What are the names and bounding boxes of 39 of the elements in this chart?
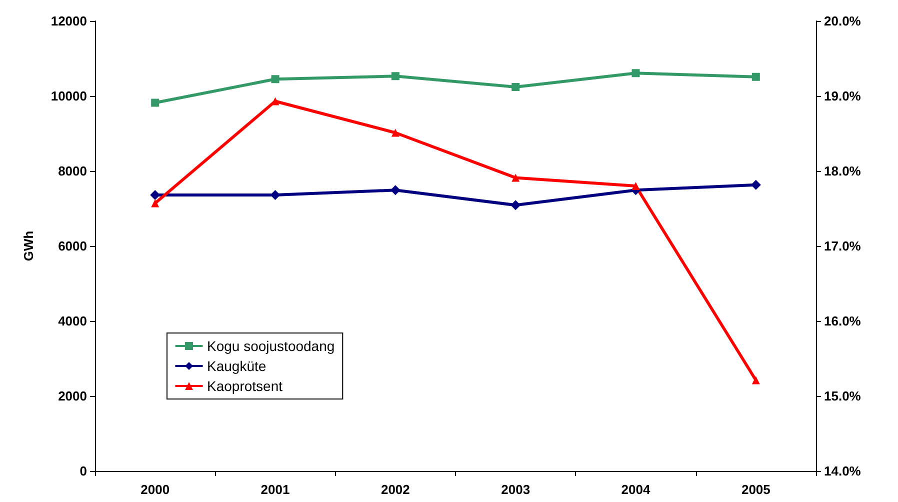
point (632, 182, 640, 190)
legend-label: Kaugküte (207, 358, 266, 374)
y-axis-title: GWh (21, 230, 36, 262)
y2-tick-label: 16.0% (824, 314, 862, 328)
y-tick-label: 6000 (58, 238, 87, 254)
y2-tick-label: 14.0% (824, 464, 862, 478)
x-tick-label: 2005 (741, 482, 770, 497)
point (752, 376, 760, 384)
x-tick-label: 2002 (380, 482, 410, 497)
y-tick-label: 2000 (58, 388, 87, 404)
y-tick-label: 0 (80, 464, 87, 478)
y-tick-label: 12000 (50, 14, 87, 28)
point (391, 72, 400, 80)
y2-tick-label: 18.0% (824, 164, 862, 178)
x-tick-label: 2004 (621, 482, 651, 497)
point (510, 200, 521, 210)
point (151, 199, 160, 208)
y2-tick-label: 19.0% (824, 88, 862, 104)
y2-tick-label: 20.0% (824, 14, 862, 28)
point (512, 174, 520, 182)
point (750, 180, 761, 190)
point (512, 83, 520, 91)
point (151, 98, 160, 107)
point (752, 72, 760, 81)
point (391, 128, 400, 137)
point (270, 190, 280, 200)
y2-tick-label: 15.0% (824, 388, 862, 404)
x-tick-label: 2000 (140, 482, 170, 497)
y-tick-label: 4000 (58, 314, 87, 328)
y2-tick-label: 17.0% (824, 238, 862, 254)
point (271, 75, 280, 84)
x-tick-label: 2003 (501, 482, 530, 497)
y-tick-label: 8000 (58, 164, 87, 178)
point (632, 69, 640, 78)
y-tick-label: 10000 (50, 88, 87, 104)
legend-label: Kogu soojustoodang (207, 338, 335, 354)
point (390, 185, 400, 196)
x-tick-label: 2001 (260, 482, 290, 497)
legend-label: Kaoprotsent (207, 378, 283, 394)
